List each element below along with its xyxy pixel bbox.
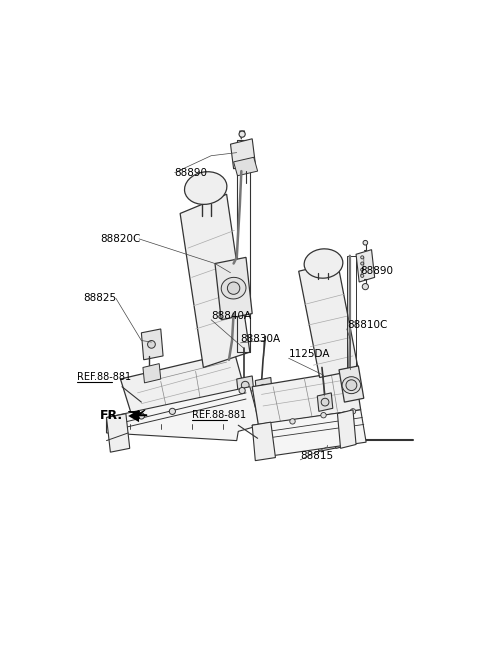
Text: 88825: 88825 bbox=[83, 293, 116, 303]
Circle shape bbox=[260, 384, 268, 392]
Polygon shape bbox=[333, 432, 350, 448]
Polygon shape bbox=[107, 387, 260, 441]
Text: REF.88-881: REF.88-881 bbox=[77, 373, 131, 382]
Polygon shape bbox=[128, 410, 139, 422]
Circle shape bbox=[360, 256, 364, 259]
Circle shape bbox=[324, 437, 330, 443]
Circle shape bbox=[239, 131, 245, 137]
Polygon shape bbox=[237, 376, 254, 394]
Text: REF.88-881: REF.88-881 bbox=[192, 410, 246, 420]
Ellipse shape bbox=[184, 172, 227, 205]
Polygon shape bbox=[337, 410, 356, 448]
Circle shape bbox=[360, 262, 364, 265]
Text: 88890: 88890 bbox=[360, 266, 394, 276]
Circle shape bbox=[228, 282, 240, 295]
Polygon shape bbox=[252, 422, 276, 461]
Polygon shape bbox=[120, 352, 246, 421]
Circle shape bbox=[263, 424, 268, 430]
Polygon shape bbox=[234, 157, 258, 176]
Text: 88830A: 88830A bbox=[240, 334, 281, 344]
Circle shape bbox=[290, 419, 295, 424]
Text: 88890: 88890 bbox=[175, 168, 208, 178]
Polygon shape bbox=[252, 410, 366, 458]
Circle shape bbox=[360, 274, 364, 277]
Polygon shape bbox=[180, 194, 250, 367]
Text: 88840A: 88840A bbox=[211, 311, 251, 321]
Ellipse shape bbox=[221, 277, 246, 299]
Text: FR.: FR. bbox=[100, 409, 123, 422]
Circle shape bbox=[169, 408, 176, 415]
Polygon shape bbox=[143, 363, 161, 383]
Polygon shape bbox=[107, 414, 130, 452]
Text: 1125DA: 1125DA bbox=[288, 350, 330, 359]
Circle shape bbox=[362, 283, 369, 290]
Polygon shape bbox=[299, 262, 359, 377]
Circle shape bbox=[360, 268, 364, 271]
Polygon shape bbox=[339, 366, 364, 402]
Circle shape bbox=[239, 388, 245, 394]
Text: 88820C: 88820C bbox=[100, 234, 141, 244]
Polygon shape bbox=[128, 410, 145, 419]
Circle shape bbox=[241, 381, 249, 389]
Circle shape bbox=[321, 398, 329, 406]
Ellipse shape bbox=[342, 377, 360, 394]
Circle shape bbox=[138, 413, 144, 419]
Circle shape bbox=[363, 240, 368, 245]
Circle shape bbox=[350, 409, 356, 414]
Text: 88810C: 88810C bbox=[347, 320, 387, 330]
Polygon shape bbox=[230, 139, 255, 169]
Polygon shape bbox=[142, 329, 163, 359]
Polygon shape bbox=[356, 250, 375, 282]
Text: 88815: 88815 bbox=[300, 451, 334, 461]
Polygon shape bbox=[215, 257, 252, 319]
Circle shape bbox=[346, 380, 357, 390]
Circle shape bbox=[115, 419, 121, 424]
Circle shape bbox=[147, 340, 156, 348]
Polygon shape bbox=[317, 393, 333, 411]
Polygon shape bbox=[255, 377, 272, 399]
Polygon shape bbox=[252, 370, 360, 425]
Ellipse shape bbox=[304, 249, 343, 278]
Circle shape bbox=[321, 413, 326, 418]
Polygon shape bbox=[316, 430, 342, 451]
